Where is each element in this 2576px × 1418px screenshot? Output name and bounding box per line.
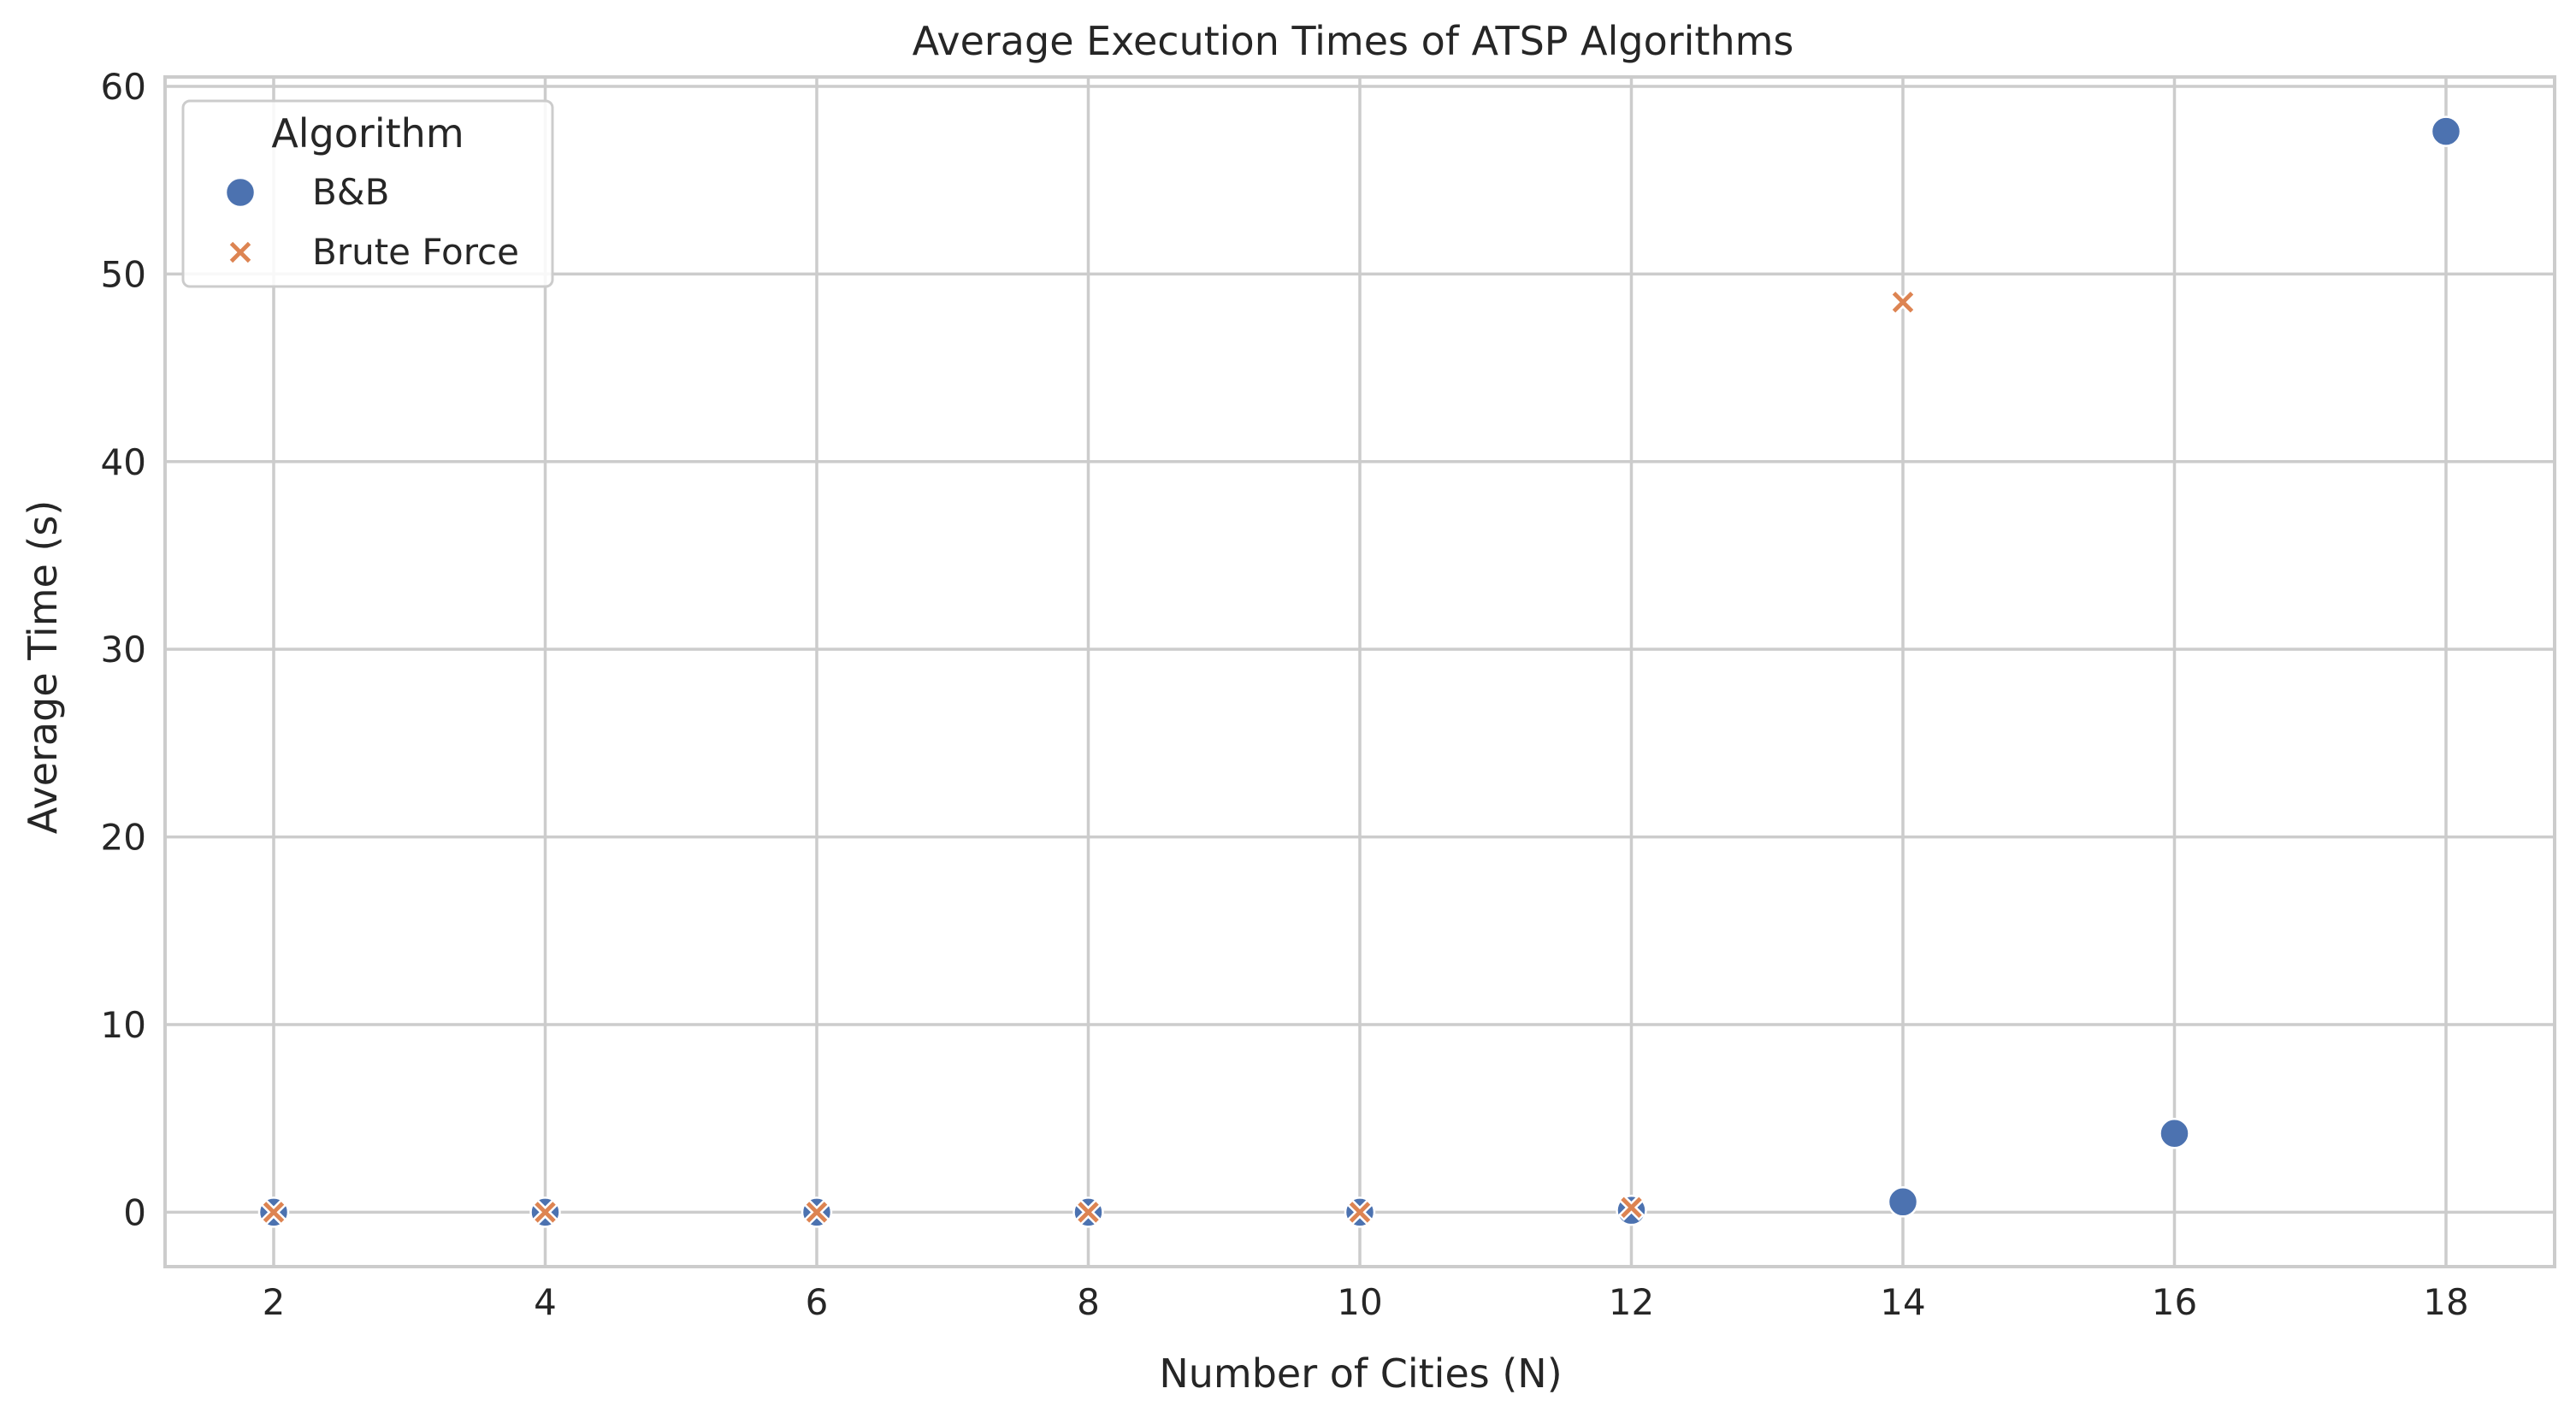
- legend-title: Algorithm: [271, 110, 464, 157]
- plot-frame: [163, 75, 2556, 1268]
- data-points: [257, 115, 2462, 1228]
- y-tick-label: 30: [101, 629, 146, 671]
- data-point-x: [1346, 1198, 1374, 1226]
- x-tick-label: 18: [2423, 1281, 2468, 1323]
- data-point-circle: [2430, 115, 2462, 147]
- chart-title: Average Execution Times of ATSP Algorith…: [913, 18, 1794, 64]
- legend-marker-x: [227, 239, 254, 266]
- y-tick-label: 0: [123, 1191, 146, 1233]
- legend-label: Brute Force: [312, 231, 519, 273]
- legend-entries: B&B Brute Force: [224, 171, 519, 273]
- data-point-circle: [2159, 1117, 2190, 1149]
- series-brute-force: [260, 288, 1917, 1226]
- x-tick-label: 8: [1077, 1281, 1100, 1323]
- data-point-x: [260, 1198, 287, 1226]
- x-tick-label: 12: [1609, 1281, 1654, 1323]
- y-tick-label: 50: [101, 253, 146, 295]
- legend: Algorithm B&B Brute Force: [181, 99, 554, 288]
- x-tick-label: 6: [806, 1281, 829, 1323]
- y-axis-title: Average Time (s): [20, 500, 66, 835]
- legend-entry: B&B: [224, 171, 389, 213]
- y-tick-label: 40: [101, 441, 146, 483]
- y-tick-label: 20: [101, 817, 146, 859]
- legend-label: B&B: [312, 171, 389, 213]
- x-tick-label: 2: [263, 1281, 286, 1323]
- x-tick-label: 16: [2152, 1281, 2197, 1323]
- x-tick-label: 10: [1337, 1281, 1382, 1323]
- x-tick-label: 4: [534, 1281, 557, 1323]
- tick-labels: 2 4 6 8 10 12 14 16 18 0 10 20 30 40 50 60: [101, 66, 2469, 1323]
- data-point-x: [803, 1198, 830, 1226]
- x-tick-label: 14: [1880, 1281, 1925, 1323]
- y-tick-label: 10: [101, 1004, 146, 1046]
- data-point-x: [1617, 1194, 1645, 1221]
- legend-box: [181, 99, 554, 288]
- legend-entry: Brute Force: [227, 231, 519, 273]
- data-point-x: [1074, 1198, 1102, 1226]
- data-point-x: [531, 1198, 559, 1226]
- x-axis-title: Number of Cities (N): [1159, 1350, 1562, 1397]
- data-point-circle: [1887, 1186, 1919, 1218]
- legend-marker-circle: [224, 176, 257, 209]
- y-tick-label: 60: [101, 66, 146, 108]
- data-point-x: [1889, 288, 1917, 316]
